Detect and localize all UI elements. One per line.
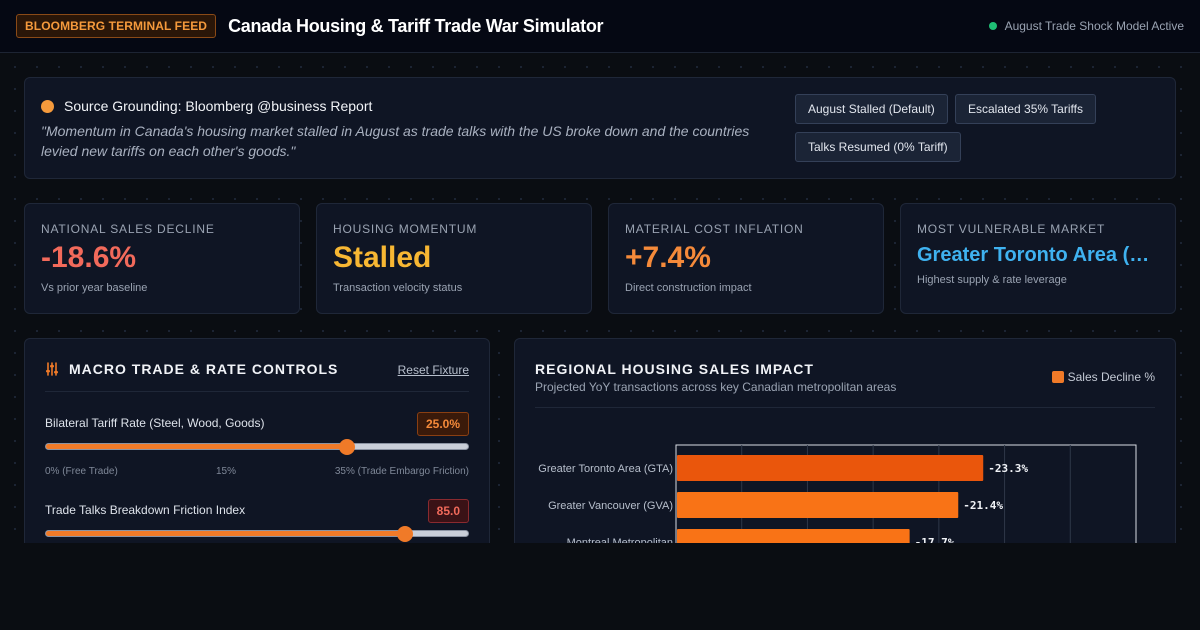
sales-impact-chart: Greater Toronto Area (GTA) -23.3% Greater … <box>538 444 1137 543</box>
source-quote: "Momentum in Canada's housing market sta… <box>41 123 750 159</box>
feed-badge: BLOOMBERG TERMINAL FEED <box>16 14 217 38</box>
category-label: Montreal Metropolitan <box>567 537 673 543</box>
category-label: Greater Vancouver (GVA) <box>548 500 673 512</box>
kpi-value: Greater Toronto Area (GTA) <box>917 244 1161 266</box>
tariff-rate-value: 25.0% <box>416 412 469 436</box>
status-dot-icon <box>988 22 997 30</box>
kpi-material-cost-inflation: Material Cost Inflation +7.4% Direct con… <box>608 203 884 314</box>
tariff-rate-fill <box>46 444 348 449</box>
plot-frame <box>675 444 1137 543</box>
chart-divider <box>535 407 1155 408</box>
page-bottom <box>0 543 1200 630</box>
tariff-rate-label: Bilateral Tariff Rate (Steel, Wood, Good… <box>45 416 265 430</box>
friction-index-thumb[interactable] <box>396 526 413 542</box>
category-label: Greater Toronto Area (GTA) <box>538 463 673 475</box>
model-status: August Trade Shock Model Active <box>988 19 1184 33</box>
controls-divider <box>45 391 469 392</box>
scenario-august-stalled-button[interactable]: August Stalled (Default) <box>795 94 948 124</box>
chart-title: REGIONAL HOUSING SALES IMPACT <box>535 361 814 377</box>
top-bar: BLOOMBERG TERMINAL FEED Canada Housing &… <box>0 0 1200 53</box>
bar <box>677 529 910 543</box>
sliders-icon <box>46 362 58 376</box>
friction-index-label: Trade Talks Breakdown Friction Index <box>45 503 246 517</box>
source-panel: Source Grounding: Bloomberg @business Re… <box>24 77 1176 179</box>
kpi-housing-momentum: Housing Momentum Stalled Transaction vel… <box>316 203 592 314</box>
kpi-sub: Vs prior year baseline <box>41 282 148 294</box>
kpi-national-sales-decline: National Sales Decline -18.6% Vs prior y… <box>24 203 300 314</box>
scenario-escalated-tariffs-button[interactable]: Escalated 35% Tariffs <box>955 94 1096 124</box>
kpi-value: Stalled <box>333 241 432 274</box>
kpi-label: Material Cost Inflation <box>625 222 804 236</box>
tariff-tick-max: 35% (Trade Embargo Friction) <box>334 466 469 477</box>
kpi-label: National Sales Decline <box>41 222 215 236</box>
friction-index-value: 85.0 <box>427 499 469 523</box>
scenario-talks-resumed-button[interactable]: Talks Resumed (0% Tariff) <box>795 132 961 162</box>
kpi-sub: Direct construction impact <box>625 282 752 294</box>
source-dot-icon <box>41 99 54 113</box>
friction-index-fill <box>46 531 405 536</box>
value-label: -21.4% <box>963 499 1003 512</box>
tariff-rate-slider[interactable] <box>45 439 469 455</box>
regional-impact-panel: REGIONAL HOUSING SALES IMPACT Projected … <box>514 338 1176 543</box>
dashboard-canvas: Source Grounding: Bloomberg @business Re… <box>0 54 1200 543</box>
kpi-value: +7.4% <box>625 241 711 274</box>
kpi-sub: Transaction velocity status <box>333 282 463 294</box>
status-text: August Trade Shock Model Active <box>1004 19 1184 33</box>
legend-label: Sales Decline % <box>1067 370 1155 384</box>
friction-index-slider[interactable] <box>45 526 469 542</box>
controls-title: MACRO TRADE & RATE CONTROLS <box>69 361 339 377</box>
value-label: -23.3% <box>988 462 1028 475</box>
chart-legend: Sales Decline % <box>1051 370 1155 384</box>
app-title: Canada Housing & Tariff Trade War Simula… <box>228 15 604 36</box>
kpi-sub: Highest supply & rate leverage <box>917 274 1067 286</box>
reset-fixture-link[interactable]: Reset Fixture <box>397 363 469 377</box>
macro-controls-panel: MACRO TRADE & RATE CONTROLS Reset Fixtur… <box>24 338 490 543</box>
source-heading-text: Source Grounding: Bloomberg @business Re… <box>64 98 373 114</box>
kpi-most-vulnerable-market: Most Vulnerable Market Greater Toronto A… <box>900 203 1176 314</box>
value-label: -17.7% <box>915 536 955 543</box>
tariff-rate-thumb[interactable] <box>339 439 356 455</box>
source-heading: Source Grounding: Bloomberg @business Re… <box>41 98 372 114</box>
tariff-tick-min: 0% (Free Trade) <box>45 466 118 477</box>
kpi-label: Most Vulnerable Market <box>917 222 1106 236</box>
legend-swatch <box>1051 371 1064 383</box>
chart-subtitle: Projected YoY transactions across key Ca… <box>535 380 897 394</box>
kpi-label: Housing Momentum <box>333 222 478 236</box>
controls-header: MACRO TRADE & RATE CONTROLS <box>45 361 338 377</box>
kpi-value: -18.6% <box>41 241 137 274</box>
bar <box>677 455 984 481</box>
tariff-tick-mid: 15% <box>216 466 237 477</box>
bar <box>677 492 959 518</box>
